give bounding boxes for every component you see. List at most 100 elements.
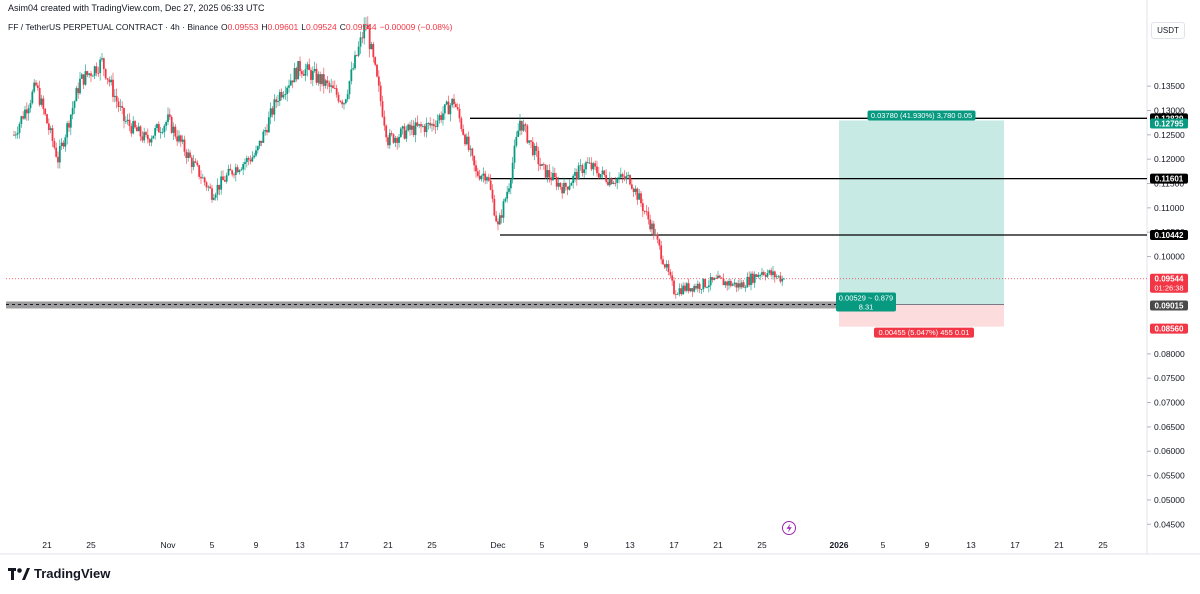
candle[interactable] bbox=[91, 75, 94, 77]
candle[interactable] bbox=[313, 68, 316, 72]
candle[interactable] bbox=[583, 169, 586, 174]
candle[interactable] bbox=[460, 118, 463, 130]
candle[interactable] bbox=[608, 178, 611, 186]
candle[interactable] bbox=[119, 106, 122, 107]
candle[interactable] bbox=[113, 95, 116, 97]
candle[interactable] bbox=[121, 106, 124, 108]
candle[interactable] bbox=[594, 163, 597, 167]
candle[interactable] bbox=[596, 166, 598, 174]
candle[interactable] bbox=[284, 93, 287, 96]
candle[interactable] bbox=[568, 185, 571, 190]
candle[interactable] bbox=[722, 278, 725, 286]
candle[interactable] bbox=[379, 85, 382, 102]
candle[interactable] bbox=[35, 82, 37, 86]
candle[interactable] bbox=[561, 186, 564, 194]
candle[interactable] bbox=[172, 126, 175, 133]
candle[interactable] bbox=[434, 126, 437, 128]
candle[interactable] bbox=[156, 124, 158, 129]
candle[interactable] bbox=[337, 94, 340, 102]
candle[interactable] bbox=[233, 174, 235, 176]
candle[interactable] bbox=[682, 285, 685, 295]
candle[interactable] bbox=[99, 59, 102, 74]
candle[interactable] bbox=[269, 108, 272, 118]
candle[interactable] bbox=[660, 245, 663, 260]
candle[interactable] bbox=[506, 191, 509, 199]
candle[interactable] bbox=[53, 140, 56, 148]
candle[interactable] bbox=[306, 64, 309, 70]
candle[interactable] bbox=[339, 101, 342, 103]
candle[interactable] bbox=[209, 186, 212, 189]
candle[interactable] bbox=[16, 132, 19, 135]
candle[interactable] bbox=[229, 168, 232, 171]
candle[interactable] bbox=[234, 167, 237, 176]
candle[interactable] bbox=[242, 164, 245, 170]
candle[interactable] bbox=[548, 170, 551, 178]
candle[interactable] bbox=[354, 55, 356, 69]
candle[interactable] bbox=[366, 24, 369, 30]
candle[interactable] bbox=[304, 69, 307, 76]
candle[interactable] bbox=[299, 61, 301, 72]
candle[interactable] bbox=[607, 181, 609, 186]
candle[interactable] bbox=[106, 78, 109, 80]
candle[interactable] bbox=[531, 141, 534, 156]
candle[interactable] bbox=[207, 186, 210, 188]
candle[interactable] bbox=[333, 88, 336, 89]
candle[interactable] bbox=[693, 285, 696, 292]
candle[interactable] bbox=[267, 117, 270, 133]
candle[interactable] bbox=[302, 74, 305, 76]
candle[interactable] bbox=[421, 126, 424, 127]
lightning-icon[interactable] bbox=[782, 521, 796, 535]
candle[interactable] bbox=[145, 132, 147, 135]
candle[interactable] bbox=[79, 78, 81, 94]
candle[interactable] bbox=[57, 156, 59, 163]
candle[interactable] bbox=[390, 133, 393, 135]
candle[interactable] bbox=[27, 108, 30, 114]
candle[interactable] bbox=[308, 64, 311, 71]
candle[interactable] bbox=[31, 91, 34, 104]
candle[interactable] bbox=[575, 171, 578, 180]
candle[interactable] bbox=[432, 124, 435, 127]
candle[interactable] bbox=[167, 114, 169, 122]
candle[interactable] bbox=[370, 44, 373, 50]
candle[interactable] bbox=[546, 170, 549, 178]
candle[interactable] bbox=[403, 126, 406, 139]
candle[interactable] bbox=[244, 162, 246, 165]
candle[interactable] bbox=[757, 274, 760, 277]
candle[interactable] bbox=[487, 177, 490, 181]
candle[interactable] bbox=[69, 114, 72, 128]
candle[interactable] bbox=[282, 95, 285, 98]
candle[interactable] bbox=[297, 61, 300, 80]
candle[interactable] bbox=[357, 46, 360, 56]
candle[interactable] bbox=[137, 126, 140, 132]
candle[interactable] bbox=[634, 188, 637, 192]
candle[interactable] bbox=[773, 271, 776, 278]
candle[interactable] bbox=[168, 114, 171, 117]
candle[interactable] bbox=[777, 275, 780, 277]
candle[interactable] bbox=[585, 162, 587, 170]
candle[interactable] bbox=[288, 85, 290, 88]
candle[interactable] bbox=[662, 259, 664, 265]
candle[interactable] bbox=[368, 29, 371, 50]
candle[interactable] bbox=[442, 113, 444, 120]
candle[interactable] bbox=[473, 155, 476, 166]
candle[interactable] bbox=[22, 116, 25, 119]
candle[interactable] bbox=[143, 132, 146, 141]
candle[interactable] bbox=[537, 150, 540, 165]
candle[interactable] bbox=[431, 124, 433, 126]
candle[interactable] bbox=[530, 140, 532, 142]
candle[interactable] bbox=[146, 134, 149, 140]
candle[interactable] bbox=[755, 274, 758, 277]
candle[interactable] bbox=[753, 274, 756, 283]
candle[interactable] bbox=[247, 157, 250, 160]
candle[interactable] bbox=[38, 87, 41, 105]
candle[interactable] bbox=[671, 275, 674, 281]
candle[interactable] bbox=[214, 194, 217, 198]
candle[interactable] bbox=[260, 140, 263, 143]
candle[interactable] bbox=[465, 136, 468, 145]
candle[interactable] bbox=[40, 98, 43, 105]
candle[interactable] bbox=[159, 132, 162, 134]
currency-button[interactable]: USDT bbox=[1151, 22, 1185, 39]
candle[interactable] bbox=[128, 119, 131, 126]
candle[interactable] bbox=[416, 122, 419, 126]
candle[interactable] bbox=[211, 188, 213, 200]
